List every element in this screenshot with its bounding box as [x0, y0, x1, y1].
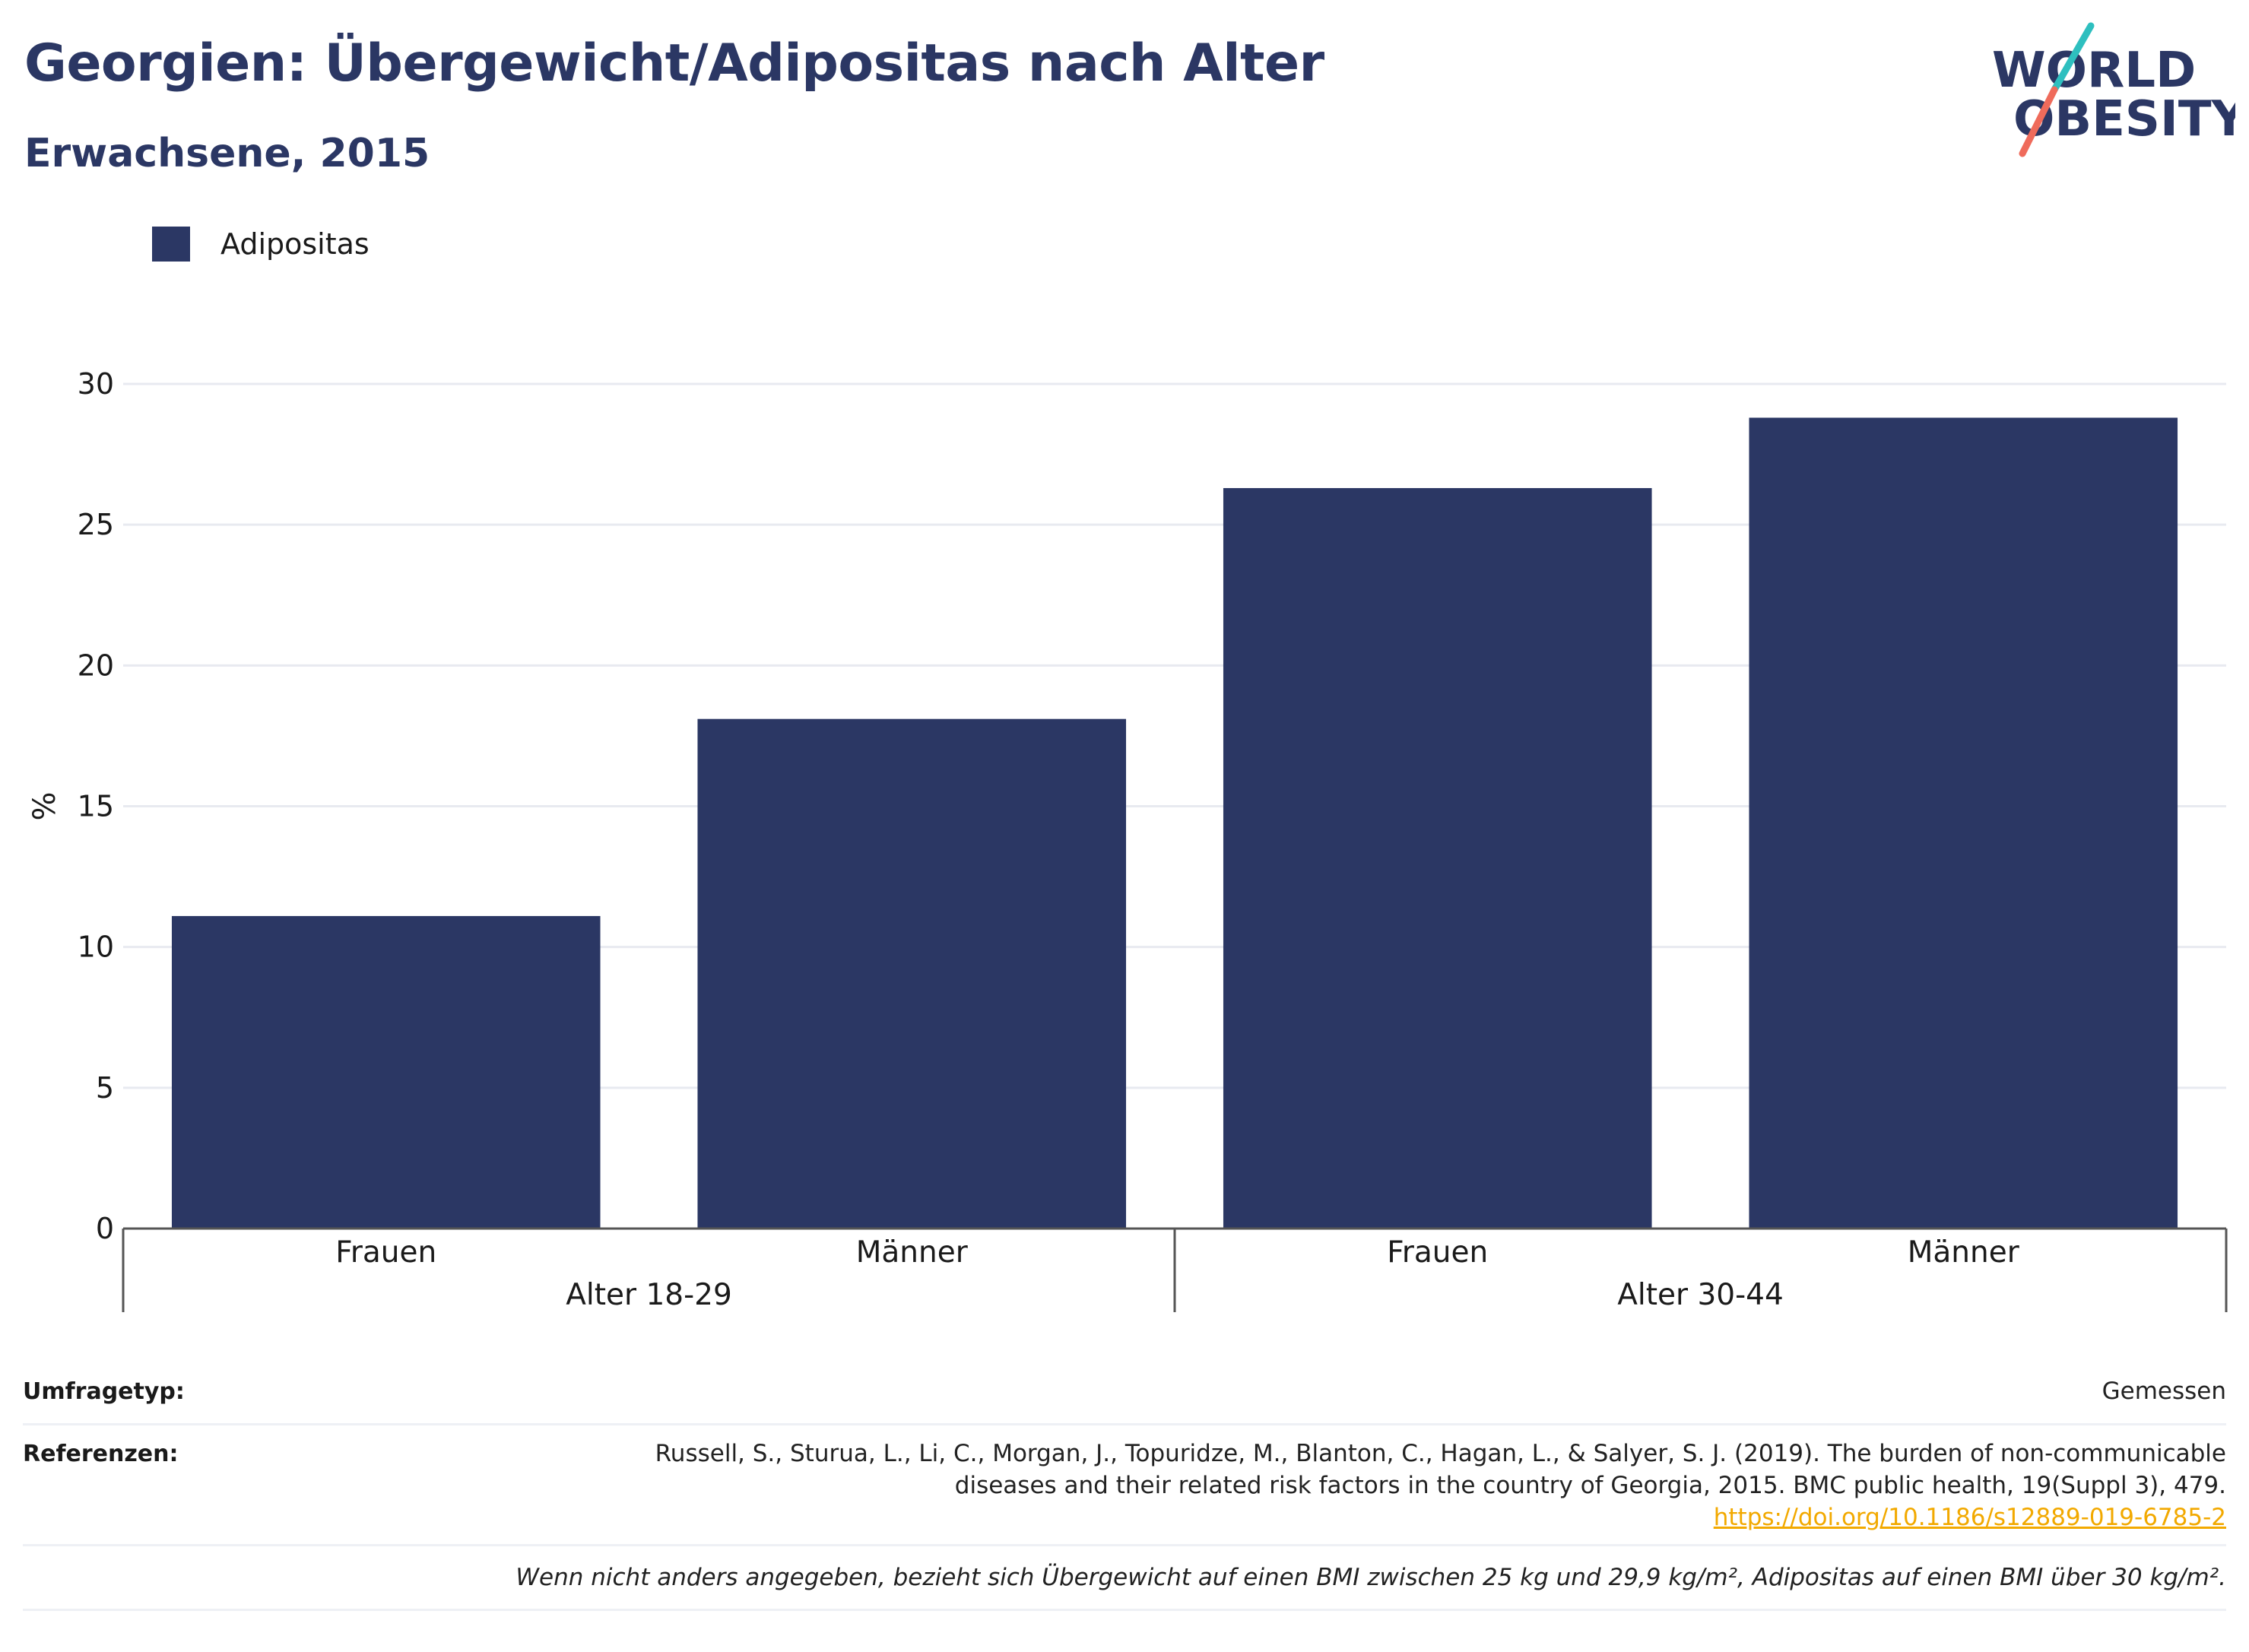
- world-obesity-logo: WORLD OBESITY: [1992, 22, 2235, 157]
- x-category-label: Männer: [856, 1235, 969, 1270]
- legend-swatch-adipositas: [152, 227, 190, 262]
- bar: [1749, 417, 2178, 1229]
- y-tick-label: 10: [78, 931, 114, 964]
- x-category-label: Frauen: [335, 1235, 436, 1270]
- bmi-definition-note: Wenn nicht anders angegeben, bezieht sic…: [515, 1564, 2226, 1591]
- x-category-label: Frauen: [1387, 1235, 1488, 1270]
- survey-type-label: Umfragetyp:: [23, 1378, 185, 1405]
- chart-footer: Umfragetyp: Gemessen Referenzen: Russell…: [23, 1359, 2226, 1611]
- reference-line-1: Russell, S., Sturua, L., Li, C., Morgan,…: [655, 1440, 2226, 1467]
- y-tick-label: 0: [96, 1212, 114, 1245]
- references-label: Referenzen:: [23, 1441, 179, 1467]
- y-tick-label: 20: [78, 648, 114, 682]
- legend-label-adipositas: Adipositas: [220, 227, 370, 261]
- survey-type-value: Gemessen: [2101, 1378, 2226, 1405]
- chart-subtitle: Erwachsene, 2015: [24, 131, 430, 176]
- reference-doi-link[interactable]: https://doi.org/10.1186/s12889-019-6785-…: [1713, 1504, 2226, 1531]
- bar: [1223, 488, 1652, 1229]
- bar-chart: 0 5 10 15 20 25 30% Frauen Männer Frauen Männer Alt…: [27, 367, 2228, 1312]
- x-category-label: Männer: [1908, 1235, 2020, 1270]
- logo-slash-coral: [2019, 86, 2058, 157]
- bar: [171, 915, 601, 1229]
- chart-title: Georgien: Übergewicht/Adipositas nach Al…: [24, 33, 1324, 94]
- bar: [697, 718, 1127, 1229]
- logo-line1: WORLD: [1992, 43, 2196, 99]
- x-group-label: Alter 18-29: [566, 1278, 732, 1312]
- y-axis-title: %: [27, 791, 62, 820]
- reference-text: Russell, S., Sturua, L., Li, C., Morgan,…: [655, 1438, 2226, 1533]
- x-group-label: Alter 30-44: [1617, 1278, 1784, 1312]
- footer-survey-row: Umfragetyp: Gemessen: [23, 1359, 2226, 1425]
- footer-references-row: Referenzen: Russell, S., Sturua, L., Li,…: [23, 1425, 2226, 1546]
- y-tick-label: 5: [96, 1071, 114, 1105]
- logo-slash-teal: [2051, 22, 2095, 94]
- y-tick-label: 15: [78, 790, 114, 823]
- chart-legend: Adipositas: [152, 227, 370, 262]
- reference-line-2: diseases and their related risk factors …: [954, 1472, 2226, 1499]
- footer-note-row: Wenn nicht anders angegeben, bezieht sic…: [23, 1546, 2226, 1611]
- y-tick-label: 25: [78, 508, 114, 541]
- y-tick-label: 30: [78, 367, 114, 401]
